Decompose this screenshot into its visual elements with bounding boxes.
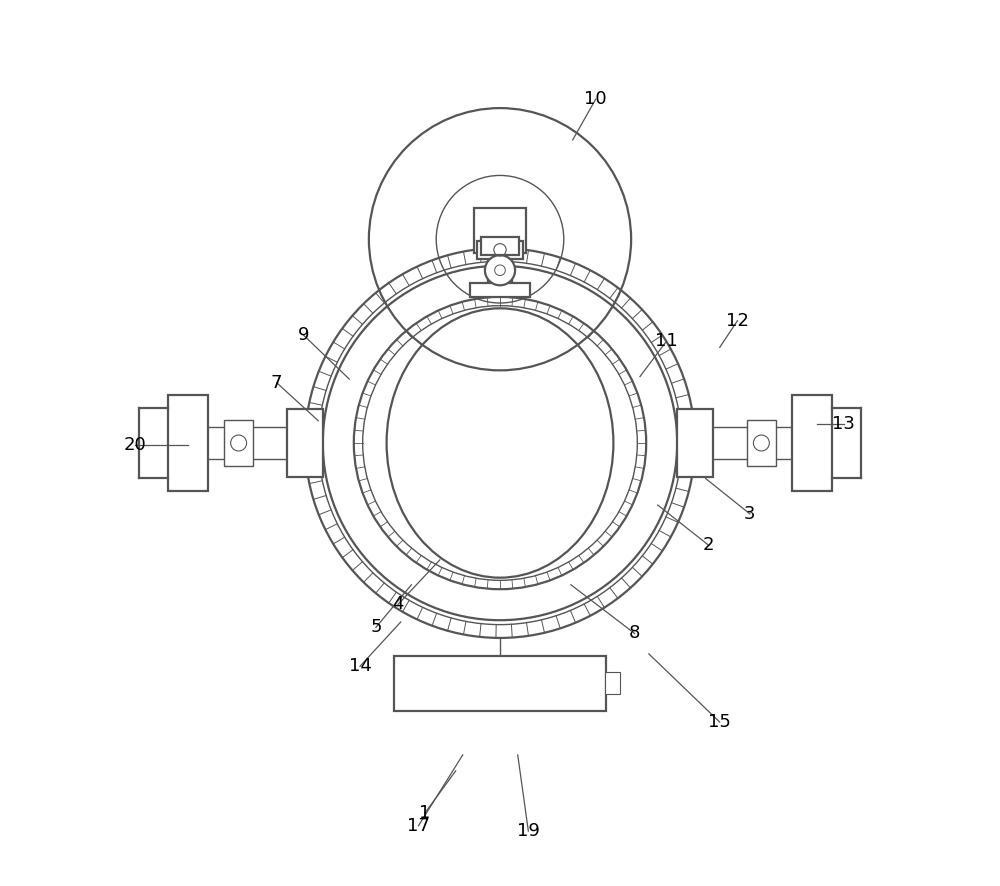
Bar: [747, 420, 776, 466]
Text: 4: 4: [392, 595, 404, 613]
Text: 20: 20: [124, 436, 146, 454]
Text: 3: 3: [744, 505, 756, 523]
Text: 14: 14: [349, 657, 371, 675]
Bar: [677, 409, 713, 477]
Text: 12: 12: [726, 312, 749, 330]
Text: 13: 13: [832, 415, 855, 432]
Bar: [470, 283, 530, 297]
Bar: [224, 420, 253, 466]
Bar: [474, 208, 526, 253]
Bar: [477, 241, 523, 259]
Bar: [481, 237, 519, 255]
Text: 17: 17: [407, 817, 430, 835]
Text: 7: 7: [271, 374, 282, 392]
Bar: [605, 672, 620, 694]
Text: 11: 11: [655, 332, 678, 350]
Bar: [287, 409, 323, 477]
Circle shape: [485, 255, 515, 285]
Text: 10: 10: [584, 90, 607, 108]
Text: 5: 5: [370, 618, 382, 636]
Text: 15: 15: [708, 713, 731, 731]
Text: 2: 2: [702, 536, 714, 554]
Text: 9: 9: [298, 326, 309, 344]
Text: 8: 8: [629, 625, 640, 642]
Bar: [488, 253, 512, 283]
Bar: [792, 395, 832, 491]
Text: 1: 1: [419, 804, 430, 822]
Bar: [394, 656, 606, 711]
Bar: [168, 395, 208, 491]
Text: 19: 19: [517, 822, 540, 840]
